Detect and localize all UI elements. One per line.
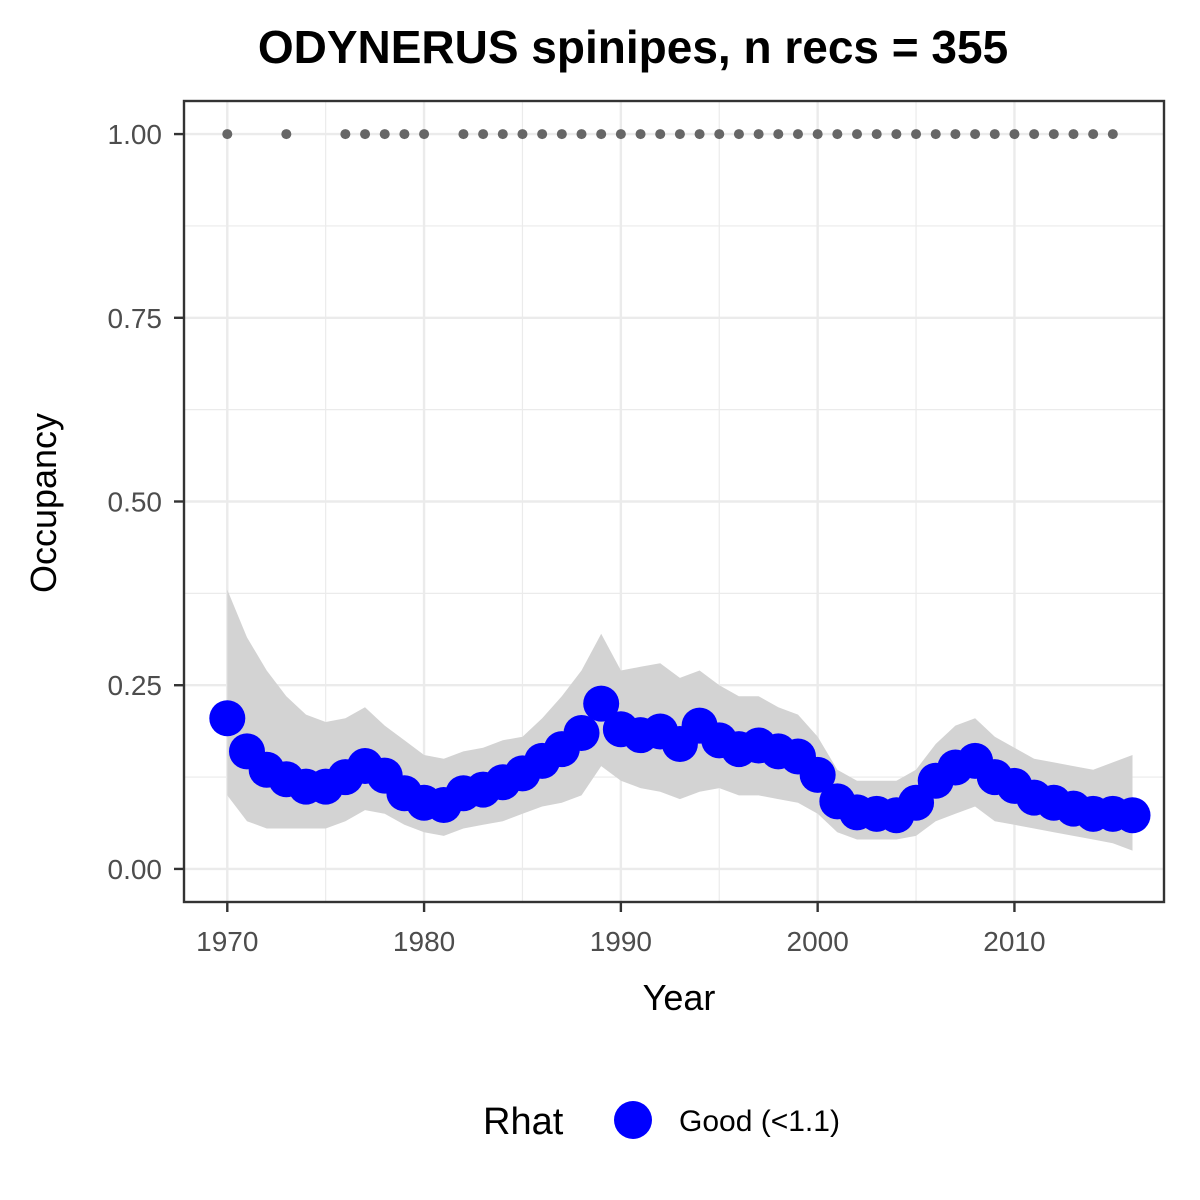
record-point bbox=[753, 129, 764, 140]
record-point bbox=[1009, 129, 1020, 140]
record-point bbox=[871, 129, 882, 140]
occupancy-point bbox=[563, 714, 600, 751]
record-point bbox=[419, 129, 430, 140]
record-point bbox=[989, 129, 1000, 140]
y-axis: 0.00 0.25 0.50 0.75 1.00 bbox=[108, 119, 184, 885]
record-point bbox=[714, 129, 725, 140]
occupancy-point bbox=[583, 685, 620, 722]
record-point bbox=[281, 129, 292, 140]
plot-panel bbox=[182, 99, 1166, 904]
legend: Rhat Good (<1.1) bbox=[483, 1101, 840, 1143]
y-tick-label: 0.50 bbox=[108, 487, 163, 518]
record-point bbox=[596, 129, 607, 140]
record-point bbox=[360, 129, 371, 140]
record-point bbox=[655, 129, 666, 140]
record-point bbox=[852, 129, 863, 140]
record-point bbox=[773, 129, 784, 140]
record-point bbox=[458, 129, 469, 140]
record-point bbox=[950, 129, 961, 140]
record-point bbox=[222, 129, 233, 140]
record-point bbox=[812, 129, 823, 140]
record-point bbox=[911, 129, 922, 140]
occupancy-point bbox=[799, 756, 836, 793]
x-tick-label: 2010 bbox=[983, 926, 1045, 957]
record-point bbox=[379, 129, 390, 140]
x-tick-label: 1990 bbox=[590, 926, 652, 957]
record-point bbox=[576, 129, 587, 140]
record-point bbox=[832, 129, 843, 140]
record-point bbox=[694, 129, 705, 140]
chart-title: ODYNERUS spinipes, n recs = 355 bbox=[258, 21, 1008, 73]
record-point bbox=[1029, 129, 1040, 140]
record-point bbox=[517, 129, 528, 140]
record-point bbox=[399, 129, 410, 140]
record-point bbox=[930, 129, 941, 140]
legend-title: Rhat bbox=[483, 1101, 564, 1143]
occupancy-point bbox=[1114, 797, 1151, 834]
occupancy-points bbox=[209, 685, 1151, 834]
record-point bbox=[340, 129, 351, 140]
occupancy-point bbox=[209, 700, 246, 737]
record-point bbox=[891, 129, 902, 140]
record-point bbox=[478, 129, 489, 140]
record-point bbox=[556, 129, 567, 140]
x-tick-label: 1970 bbox=[196, 926, 258, 957]
y-tick-label: 1.00 bbox=[108, 119, 163, 150]
record-points bbox=[222, 129, 1118, 140]
record-point bbox=[537, 129, 548, 140]
y-tick-label: 0.25 bbox=[108, 670, 163, 701]
record-point bbox=[1068, 129, 1079, 140]
x-axis-title: Year bbox=[643, 977, 716, 1018]
x-axis: 1970 1980 1990 2000 2010 bbox=[196, 902, 1046, 957]
record-point bbox=[1088, 129, 1099, 140]
legend-label-good: Good (<1.1) bbox=[679, 1105, 840, 1138]
record-point bbox=[1048, 129, 1059, 140]
record-point bbox=[674, 129, 685, 140]
x-tick-label: 1980 bbox=[393, 926, 455, 957]
y-axis-title: Occupancy bbox=[23, 413, 64, 593]
y-tick-label: 0.75 bbox=[108, 303, 163, 334]
x-tick-label: 2000 bbox=[787, 926, 849, 957]
record-point bbox=[615, 129, 626, 140]
record-point bbox=[497, 129, 508, 140]
record-point bbox=[792, 129, 803, 140]
record-point bbox=[733, 129, 744, 140]
legend-key-good bbox=[614, 1101, 652, 1139]
record-point bbox=[635, 129, 646, 140]
y-tick-label: 0.00 bbox=[108, 854, 163, 885]
record-point bbox=[1107, 129, 1118, 140]
record-point bbox=[970, 129, 981, 140]
